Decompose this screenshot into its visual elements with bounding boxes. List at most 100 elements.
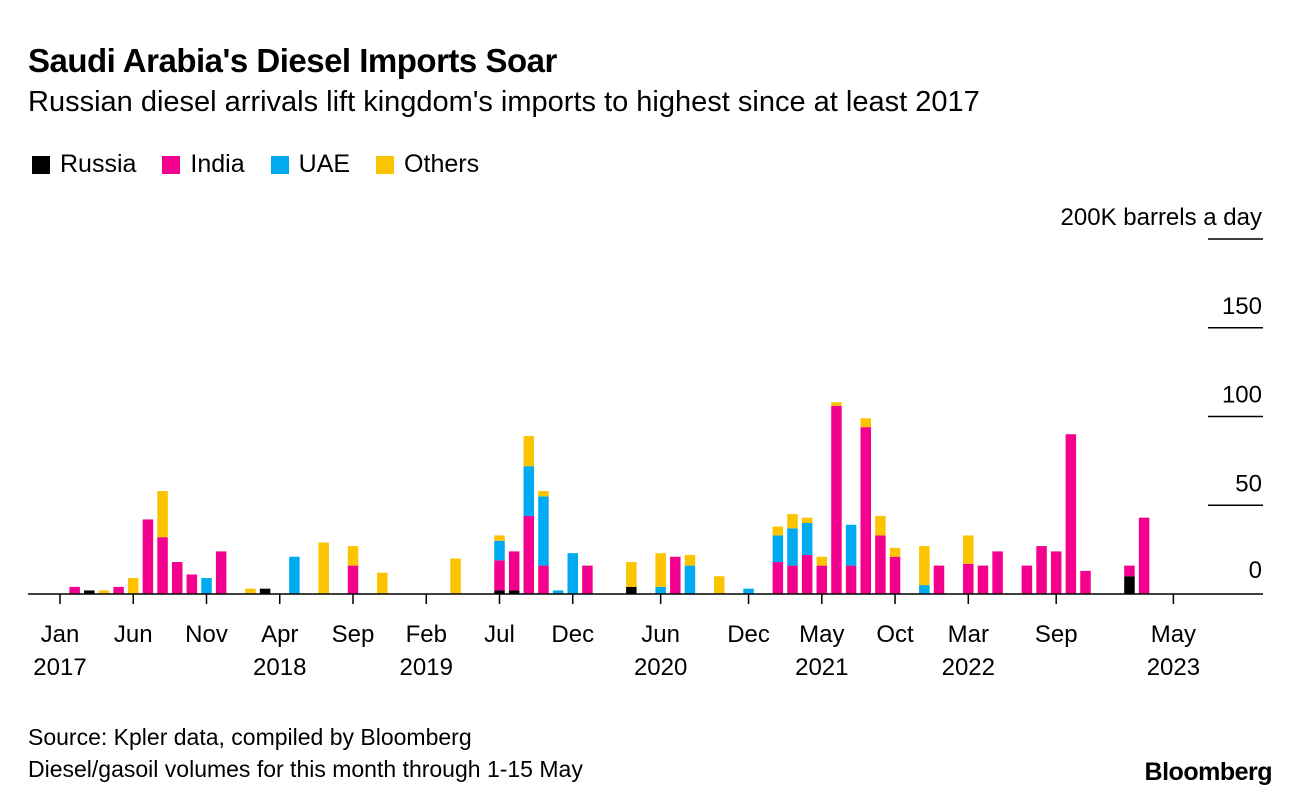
- legend-swatch-others: [376, 155, 395, 174]
- x-tick-month-5: Feb: [406, 621, 447, 648]
- bar-india-30: [494, 560, 505, 591]
- bar-uae-50: [787, 528, 798, 566]
- bar-india-7: [157, 537, 168, 594]
- bar-others-62: [963, 535, 974, 564]
- bar-india-8: [171, 562, 183, 594]
- bar-uae-41: [655, 586, 666, 594]
- bar-uae-33: [538, 496, 549, 566]
- bar-india-74: [1138, 517, 1150, 594]
- bar-others-57: [889, 547, 901, 557]
- bar-others-41: [655, 553, 666, 587]
- legend-item-others: Others: [376, 150, 479, 179]
- legend-swatch-russia: [32, 155, 50, 174]
- bar-india-11: [215, 551, 227, 594]
- x-tick-year-14: 2023: [1147, 654, 1200, 681]
- bar-others-56: [875, 515, 886, 536]
- x-tick-year-0: 2017: [33, 654, 86, 681]
- bar-india-63: [977, 565, 989, 594]
- bar-india-31: [508, 551, 520, 591]
- bar-others-52: [816, 556, 828, 566]
- bar-india-51: [801, 554, 813, 594]
- bar-others-53: [831, 402, 842, 406]
- bar-india-53: [831, 405, 842, 594]
- bar-india-73: [1124, 565, 1135, 577]
- x-tick-year-8: 2020: [634, 654, 687, 681]
- bar-uae-43: [684, 565, 696, 594]
- x-tick-month-8: Jun: [641, 621, 680, 648]
- x-tick-month-12: Mar: [948, 621, 989, 648]
- bar-india-36: [582, 565, 593, 594]
- x-tick-month-2: Nov: [185, 621, 228, 648]
- bar-others-3: [98, 590, 110, 594]
- x-tick-month-0: Jan: [41, 621, 80, 648]
- bar-india-42: [670, 556, 681, 594]
- bar-others-49: [772, 526, 784, 536]
- bar-uae-54: [845, 524, 857, 566]
- bar-others-27: [450, 558, 461, 594]
- bar-others-45: [714, 576, 725, 594]
- bar-others-55: [860, 418, 871, 428]
- bar-uae-30: [494, 540, 505, 561]
- x-tick-month-6: Jul: [484, 621, 515, 648]
- bar-uae-51: [801, 523, 813, 555]
- bar-india-54: [845, 565, 857, 594]
- bar-india-60: [933, 565, 945, 594]
- legend-label-india: India: [190, 150, 245, 178]
- y-tick-label-50: 50: [1235, 470, 1262, 497]
- x-tick-month-13: Sep: [1035, 621, 1078, 648]
- x-tick-month-1: Jun: [114, 621, 153, 648]
- bar-india-56: [875, 535, 886, 594]
- legend-swatch-india: [162, 155, 181, 174]
- y-axis: 0 50 100 150 200K barrels a day: [1061, 204, 1263, 584]
- bar-india-33: [538, 565, 549, 594]
- bar-india-62: [963, 563, 974, 594]
- bar-uae-59: [919, 585, 930, 595]
- bar-russia-30: [494, 590, 505, 594]
- x-tick-year-5: 2019: [400, 654, 453, 681]
- bar-others-33: [538, 491, 549, 497]
- bar-india-68: [1050, 551, 1062, 594]
- bar-others-32: [523, 436, 535, 467]
- y-tick-label-0: 0: [1249, 557, 1262, 584]
- bar-india-20: [347, 565, 359, 594]
- x-tick-month-11: Oct: [876, 621, 914, 648]
- bar-uae-47: [743, 588, 754, 594]
- bars-layer: [69, 402, 1150, 595]
- bar-india-52: [816, 565, 828, 594]
- bar-others-39: [626, 562, 637, 587]
- x-tick-month-10: May: [799, 621, 844, 648]
- x-tick-month-3: Apr: [261, 621, 298, 648]
- bar-india-57: [889, 556, 901, 594]
- bar-russia-14: [259, 588, 271, 594]
- legend-label-others: Others: [404, 150, 480, 178]
- bar-india-70: [1080, 570, 1091, 594]
- bar-india-6: [142, 519, 154, 594]
- bar-others-50: [787, 514, 798, 529]
- bar-russia-73: [1124, 576, 1135, 594]
- bar-india-4: [113, 586, 124, 594]
- bar-india-50: [787, 565, 798, 594]
- legend-item-india: India: [162, 150, 245, 179]
- x-tick-month-4: Sep: [332, 621, 375, 648]
- x-tick-month-7: Dec: [551, 621, 594, 648]
- bar-india-55: [860, 427, 871, 594]
- bar-others-59: [919, 546, 930, 586]
- legend-label-russia: Russia: [60, 150, 137, 178]
- bar-russia-31: [508, 590, 520, 594]
- bar-others-43: [684, 554, 696, 566]
- legend-swatch-uae: [270, 155, 289, 174]
- bar-others-7: [157, 491, 168, 538]
- bar-others-5: [128, 578, 139, 594]
- bar-russia-2: [84, 590, 95, 594]
- bar-india-69: [1065, 434, 1077, 594]
- x-axis: Jan 2017 Jun Nov Apr 2018 Sep Feb 2019 Jul Dec Jun 2…: [28, 593, 1263, 681]
- legend-item-uae: UAE: [270, 150, 350, 179]
- bar-india-66: [1021, 565, 1033, 594]
- legend-item-russia: Russia: [32, 150, 136, 179]
- bar-others-20: [347, 546, 359, 566]
- bar-uae-16: [289, 556, 300, 594]
- bar-others-51: [801, 517, 813, 523]
- x-tick-year-3: 2018: [253, 654, 306, 681]
- bar-russia-39: [626, 586, 637, 594]
- legend: Russia India UAE Others: [32, 150, 479, 179]
